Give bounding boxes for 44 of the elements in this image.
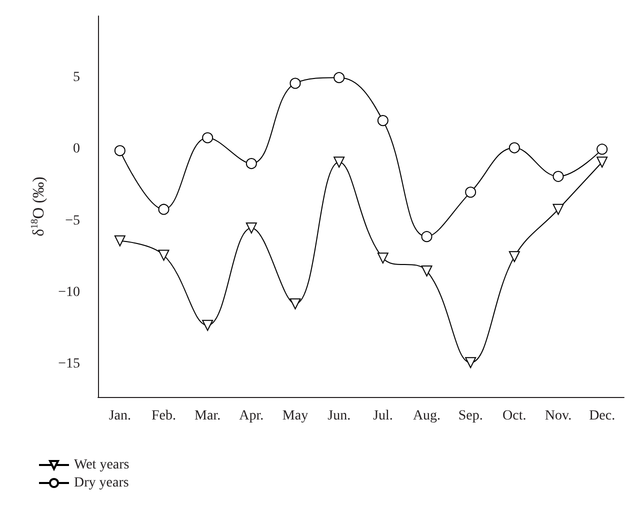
y-tick-label: 0 [73,142,80,157]
point [465,357,476,368]
point [596,144,608,155]
point [158,204,170,215]
point [465,186,476,198]
point [334,72,345,84]
y-tick-label: −10 [58,284,80,300]
point [334,156,345,168]
x-tick-label: Mar. [194,408,221,424]
point [508,142,520,154]
point [114,235,126,246]
point [596,156,608,168]
point [246,158,257,170]
x-tick-label: Aug. [412,408,441,424]
y-tick-label: −15 [58,356,80,372]
x-tick-label: May [282,408,308,424]
point [552,170,564,182]
point [290,298,301,310]
legend-label: Wet years [74,458,130,472]
legend-label: Dry years [74,476,129,490]
point [377,252,388,264]
point [246,222,257,234]
x-tick-label: Jul. [372,408,393,424]
x-tick-label: Jan. [108,408,132,424]
y-axis-title: δ18O (‰) [30,176,48,236]
y-tick-label: −5 [65,213,80,228]
x-tick-label: Apr. [239,408,264,424]
x-tick-label: Oct. [502,408,526,424]
point [377,115,388,126]
x-tick-label: Nov. [544,408,572,424]
y-tick-label: 5 [73,70,80,86]
point [421,265,432,276]
point [552,204,564,215]
point [290,78,301,89]
point [508,251,520,262]
point [114,145,126,156]
x-tick-label: Feb. [152,408,176,424]
point [202,320,214,331]
x-tick-label: Sep. [458,408,483,424]
point [158,250,170,261]
x-tick-label: Dec. [589,408,616,424]
point [202,132,214,144]
x-tick-label: Jun. [328,408,351,424]
point [421,231,432,242]
